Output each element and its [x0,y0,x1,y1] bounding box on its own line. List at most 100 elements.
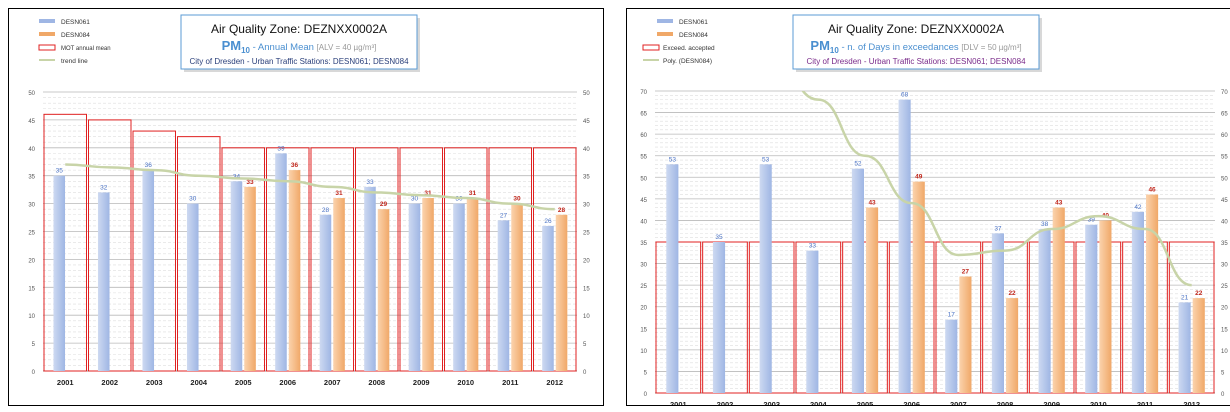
exceed-limit-box [935,241,982,394]
y-tick-label-left: 35 [28,175,35,181]
bar-desn061 [453,203,465,371]
y-tick-label-right: 50 [583,91,590,97]
bar-desn061 [945,319,958,393]
legend-label-desn084: DESN084 [61,32,90,39]
x-tick-label: 2011 [502,378,518,387]
x-tick-label: 2008 [997,400,1014,405]
subtitle-limit: [DLV = 50 µg/m³] [961,43,1021,52]
exceed-limit-box [1122,241,1168,394]
bar-desn084 [866,207,879,393]
data-label-desn084: 22 [1008,290,1016,297]
data-label-desn061: 35 [715,234,723,241]
x-tick-label: 2004 [810,400,828,405]
data-label-desn061: 37 [994,225,1002,232]
data-label-desn061: 21 [1181,294,1189,301]
bar-desn061 [364,186,376,371]
bar-desn084 [1052,207,1065,393]
mot-limit-box [266,147,310,372]
x-tick-label: 2006 [903,400,920,405]
bar-desn061 [1085,224,1098,393]
legend-label-trend: trend line [61,58,88,65]
data-label-desn061: 38 [1041,221,1049,228]
y-tick-label-right: 65 [1221,112,1228,118]
y-tick-label-right: 25 [583,231,590,237]
data-label-desn061: 28 [322,207,330,214]
trend-line [65,163,555,211]
poly-line [801,91,1192,287]
mot-limit-box [355,147,399,372]
data-label-desn061: 53 [762,156,770,163]
legend-swatch-mot [38,44,56,51]
x-tick-label: 2002 [101,378,118,387]
x-tick-label: 2012 [1183,400,1200,405]
x-tick-label: 2010 [457,378,474,387]
x-tick-label: 2003 [763,400,780,405]
bar-desn084 [422,198,434,371]
chart-title: Air Quality Zone: DEZNXX0002A [828,22,1004,36]
data-label-desn084: 33 [246,179,254,186]
y-tick-label-left: 20 [640,306,647,312]
y-tick-label-right: 5 [1221,370,1225,376]
mot-limit-box [488,147,532,372]
legend-label-desn061: DESN061 [679,19,708,26]
bar-desn061 [497,220,510,371]
bar-desn084 [333,198,345,371]
data-label-desn084: 27 [962,269,970,276]
x-tick-label: 2005 [235,378,252,387]
bar-desn061 [806,250,819,393]
y-tick-label-left: 0 [32,370,36,376]
data-label-desn061: 39 [1088,217,1096,224]
mot-limit-box [177,136,221,372]
bar-desn084 [377,209,390,371]
legend-label-desn084: DESN084 [679,32,708,39]
bar-desn084 [288,170,301,371]
data-label-desn084: 43 [1055,199,1063,206]
data-label-desn061: 26 [544,218,552,225]
mot-limit-box [43,113,87,372]
data-label-desn061: 30 [411,196,419,203]
data-label-desn084: 49 [915,174,923,181]
exceed-limit-box [888,241,935,394]
y-tick-label-left: 30 [640,263,647,269]
bar-desn061 [97,192,110,371]
legend-label-mot: MOT annual mean [61,46,111,52]
data-label-desn084: 31 [469,190,477,197]
y-tick-label-right: 30 [1221,263,1228,269]
y-tick-label-right: 0 [583,370,587,376]
legend-label-poly: Poly. (DESN084) [663,58,712,65]
data-label-desn061: 27 [500,212,508,219]
stations-label: City of Dresden - Urban Traffic Stations… [806,57,1026,66]
bar-desn061 [275,153,287,371]
subtitle-pm: PM [810,38,830,53]
x-tick-label: 2010 [1090,400,1107,405]
x-tick-label: 2011 [1137,400,1153,405]
data-label-desn061: 33 [366,179,374,186]
x-tick-label: 2004 [190,378,208,387]
bar-desn084 [1192,298,1205,393]
y-tick-label-left: 20 [28,258,35,264]
bar-desn061 [851,168,864,393]
data-label-desn061: 36 [145,162,153,169]
x-tick-label: 2002 [717,400,734,405]
data-label-desn084: 29 [380,201,388,208]
y-tick-label-right: 35 [583,175,590,181]
y-tick-label-right: 45 [583,119,590,125]
x-tick-label: 2003 [146,378,163,387]
x-tick-label: 2001 [670,400,687,405]
y-tick-label-right: 30 [583,203,590,209]
x-tick-label: 2007 [324,378,341,387]
bar-desn084 [912,181,925,393]
y-tick-label-left: 25 [640,284,647,290]
subtitle-text: - Annual Mean [250,42,317,53]
y-tick-label-left: 35 [640,241,647,247]
y-tick-label-right: 40 [1221,219,1228,225]
exceed-limit-box [1168,241,1215,394]
y-tick-label-right: 15 [583,286,590,292]
exceed-limit-box [1028,241,1075,394]
bar-desn061 [1178,302,1191,393]
exceed-limit-box [1075,241,1122,394]
chart-subtitle: PM10 - Annual Mean [ALV = 40 µg/m³] [222,38,377,55]
x-tick-label: 2009 [413,378,430,387]
chart-panel-exceedance-days: 0 0 5 5 10 10 15 15 20 20 25 25 30 30 35 35 40 40 45 45 50 50… [626,8,1230,406]
y-tick-label-left: 70 [640,90,647,96]
